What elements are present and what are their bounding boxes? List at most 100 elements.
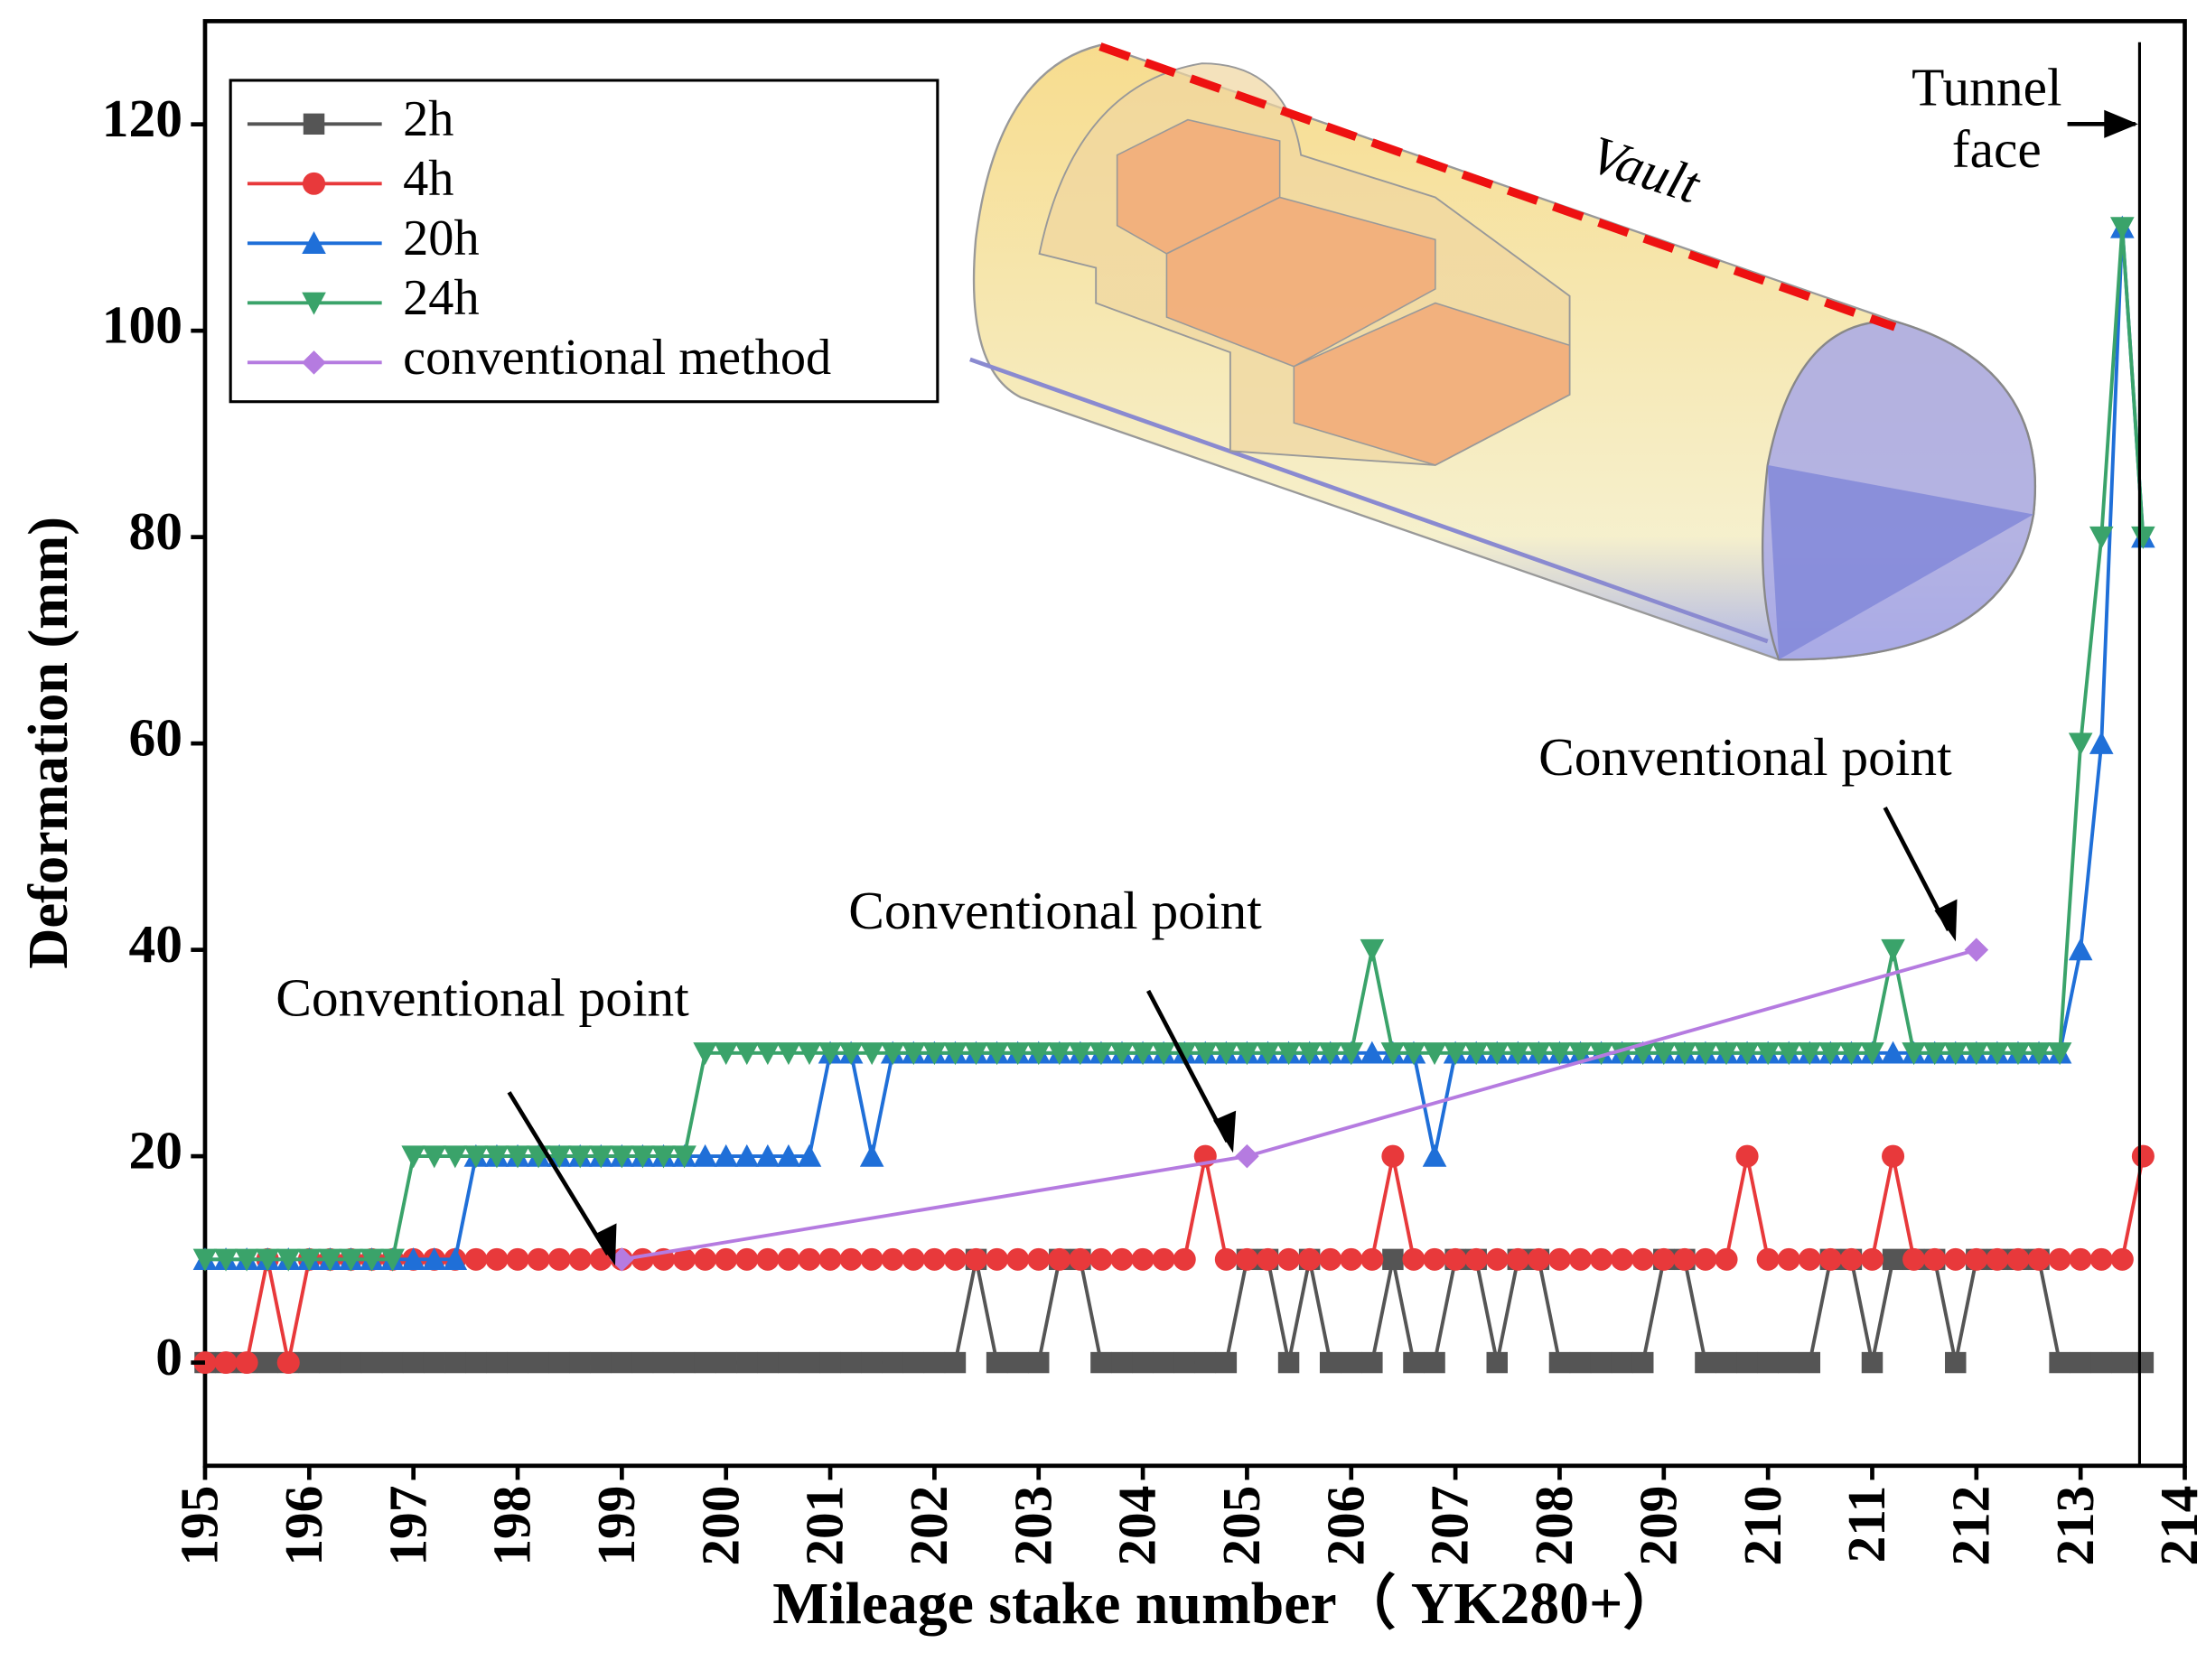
x-tick-label: 206 <box>1315 1486 1375 1566</box>
marker <box>1673 1247 1697 1271</box>
marker <box>1652 1247 1676 1271</box>
marker <box>1506 1247 1529 1271</box>
marker <box>776 1042 801 1066</box>
marker <box>631 1145 655 1169</box>
marker <box>2110 217 2135 240</box>
marker <box>1798 1247 1821 1271</box>
marker <box>672 1145 696 1169</box>
marker <box>2110 1247 2134 1271</box>
marker <box>1777 1247 1800 1271</box>
marker <box>881 1247 904 1271</box>
marker <box>1090 1351 1112 1374</box>
marker <box>902 1247 925 1271</box>
annotation: Tunnel <box>1912 58 2061 117</box>
marker <box>1715 1351 1737 1374</box>
marker <box>735 1247 759 1271</box>
marker <box>922 1247 946 1271</box>
marker <box>1318 1042 1343 1066</box>
marker <box>776 1143 801 1167</box>
marker <box>839 1247 863 1271</box>
marker <box>922 1042 947 1066</box>
marker <box>381 1351 404 1374</box>
marker <box>1485 1247 1509 1271</box>
marker <box>2070 1351 2091 1374</box>
marker <box>1631 1351 1654 1374</box>
marker <box>1422 1143 1447 1167</box>
marker <box>303 113 325 135</box>
marker <box>2026 1042 2052 1066</box>
marker <box>2089 1247 2113 1271</box>
marker <box>1382 1248 1404 1271</box>
marker <box>484 1145 509 1169</box>
marker <box>1693 1042 1718 1066</box>
x-tick-label: 199 <box>586 1486 646 1566</box>
marker <box>1402 1247 1425 1271</box>
marker <box>965 1247 988 1271</box>
marker <box>485 1247 509 1271</box>
marker <box>819 1351 841 1374</box>
marker <box>298 1351 321 1374</box>
marker <box>1506 1042 1530 1066</box>
x-tick-label: 202 <box>899 1486 958 1566</box>
annotation: Vault <box>1584 124 1708 215</box>
marker <box>1695 1351 1716 1374</box>
y-axis-label: Deformation (mm) <box>16 517 79 969</box>
marker <box>2089 526 2114 549</box>
marker <box>2048 1247 2071 1271</box>
marker <box>859 1042 884 1066</box>
legend-label: 2h <box>403 91 453 147</box>
arrow <box>507 1091 611 1255</box>
marker <box>1611 1351 1633 1374</box>
marker <box>1860 1042 1884 1066</box>
marker <box>1048 1247 1071 1271</box>
marker <box>1547 1042 1572 1066</box>
marker <box>2049 1351 2070 1374</box>
marker <box>1776 1042 1801 1066</box>
marker <box>1860 1247 1884 1271</box>
marker <box>2131 1144 2155 1168</box>
marker <box>443 1247 468 1271</box>
marker <box>1568 1042 1593 1066</box>
marker <box>1651 1042 1677 1066</box>
x-tick-label: 205 <box>1211 1486 1271 1566</box>
marker <box>401 1247 425 1271</box>
marker <box>1235 1143 1259 1169</box>
marker <box>1152 1247 1175 1271</box>
marker <box>693 1042 717 1066</box>
marker <box>1527 1042 1551 1066</box>
marker <box>1944 1247 1968 1271</box>
marker <box>902 1042 926 1066</box>
marker <box>1547 1247 1571 1271</box>
x-tick-label: 203 <box>1003 1486 1062 1566</box>
marker <box>1672 1042 1697 1066</box>
marker <box>1486 1351 1508 1374</box>
marker <box>213 1248 238 1272</box>
marker <box>297 1248 322 1272</box>
marker <box>1902 1042 1926 1066</box>
marker <box>1360 1041 1385 1064</box>
series-line <box>204 1257 2144 1365</box>
marker <box>1006 1247 1030 1271</box>
x-tick-label: 211 <box>1837 1486 1896 1563</box>
marker <box>1423 1247 1446 1271</box>
marker <box>1381 1144 1405 1168</box>
marker <box>734 1143 760 1167</box>
marker <box>1131 1247 1154 1271</box>
marker <box>1256 1042 1280 1066</box>
marker <box>1778 1351 1799 1374</box>
marker <box>528 1351 549 1374</box>
marker <box>1069 1247 1092 1271</box>
marker <box>1006 1351 1029 1374</box>
marker <box>302 172 326 195</box>
marker <box>1235 1247 1258 1271</box>
x-tick-label: 201 <box>795 1486 855 1566</box>
marker <box>1590 1247 1613 1271</box>
marker <box>1361 1351 1383 1374</box>
x-tick-label: 213 <box>2045 1486 2105 1566</box>
marker <box>1214 1042 1239 1066</box>
marker <box>1985 1042 2010 1066</box>
marker <box>568 1247 592 1271</box>
marker <box>1401 1042 1426 1066</box>
marker <box>1839 1247 1863 1271</box>
